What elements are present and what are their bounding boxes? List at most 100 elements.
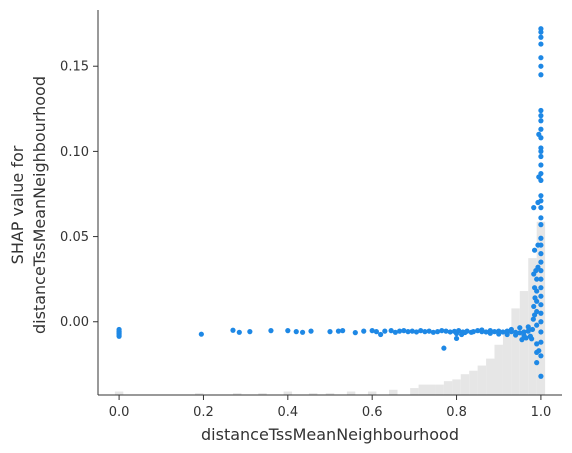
histogram-bar (427, 384, 436, 395)
data-point (405, 329, 411, 335)
data-point (538, 329, 544, 335)
data-point (538, 215, 544, 221)
data-point (236, 329, 242, 335)
x-tick-label: 0.2 (193, 405, 214, 420)
data-point (230, 327, 236, 333)
data-point (479, 327, 485, 333)
y-tick-label: 0.00 (60, 315, 89, 330)
data-point (504, 331, 510, 338)
histogram-bar (435, 384, 444, 395)
data-point (525, 328, 531, 334)
data-point (453, 330, 460, 337)
data-point (430, 329, 436, 335)
data-point (538, 26, 544, 32)
x-tick-label: 1.0 (531, 405, 552, 420)
y-tick-label: 0.15 (60, 60, 89, 75)
data-point (538, 251, 544, 257)
data-point (535, 264, 541, 270)
data-point (327, 329, 333, 335)
data-point (536, 348, 542, 354)
data-point (397, 328, 403, 334)
data-point (538, 339, 544, 345)
data-point (453, 335, 460, 342)
data-point (538, 72, 544, 78)
histogram-bar (511, 308, 520, 395)
data-point (521, 329, 527, 335)
data-point (534, 360, 540, 366)
data-point (538, 319, 544, 325)
histogram-bar (258, 393, 267, 395)
data-point (447, 329, 453, 335)
histogram-bar (410, 388, 419, 395)
data-point (470, 329, 477, 335)
histogram-bar (195, 393, 204, 395)
data-point (299, 329, 306, 335)
data-point (538, 235, 544, 241)
shap-scatter-points (116, 26, 544, 379)
histogram-bar (452, 379, 461, 395)
data-point (293, 329, 299, 335)
histogram-bar (528, 258, 537, 395)
histogram-bar (232, 393, 242, 395)
data-point (538, 126, 544, 132)
histogram-bar (519, 291, 529, 395)
data-point (538, 63, 544, 69)
data-point (517, 330, 523, 336)
y-tick-label: 0.05 (60, 230, 89, 245)
data-point (382, 328, 388, 334)
data-point (496, 331, 502, 337)
histogram-bar (308, 393, 318, 395)
histogram-bar (114, 391, 124, 395)
data-point (538, 153, 544, 160)
data-point (441, 345, 447, 351)
data-point (352, 330, 358, 336)
data-point (413, 329, 420, 335)
data-point (443, 328, 449, 334)
data-point (116, 333, 122, 339)
data-point (538, 145, 544, 151)
data-point (378, 331, 384, 338)
data-point (285, 328, 291, 334)
data-point (534, 322, 540, 328)
data-point (538, 162, 544, 168)
data-point (538, 276, 544, 282)
data-point (369, 328, 375, 334)
x-tick-label: 0.6 (362, 405, 383, 420)
data-point (340, 328, 346, 334)
data-point (538, 135, 544, 141)
data-point (538, 198, 544, 204)
data-point (538, 107, 544, 114)
data-point (529, 336, 535, 342)
data-point (459, 331, 465, 338)
data-point (530, 316, 536, 322)
data-point (517, 325, 523, 331)
data-point (361, 328, 367, 334)
data-point (538, 293, 544, 299)
feature-histogram (114, 221, 546, 395)
data-point (508, 326, 514, 333)
data-point (523, 335, 529, 341)
data-point (198, 331, 204, 337)
data-point (534, 298, 540, 304)
data-point (531, 247, 538, 253)
x-tick-label: 0.0 (109, 405, 130, 420)
histogram-bar (460, 374, 470, 395)
data-point (534, 308, 540, 315)
histogram-bar (486, 358, 495, 395)
data-point (538, 170, 544, 177)
x-tick-label: 0.4 (277, 405, 298, 420)
data-point (401, 328, 407, 334)
data-point (308, 328, 314, 334)
x-axis-ticks: 0.0 0.2 0.4 0.6 0.8 1.0 (109, 395, 552, 420)
histogram-bar (494, 344, 503, 395)
data-point (534, 276, 540, 282)
histogram-bar (346, 391, 356, 395)
data-point (483, 329, 489, 335)
data-point (388, 328, 394, 334)
data-point (538, 222, 544, 228)
histogram-bar (283, 391, 293, 395)
data-point (487, 330, 493, 336)
data-point (392, 329, 398, 335)
data-point (268, 328, 274, 334)
y-axis-label-line-2: distanceTssMeanNeighbourhood (30, 76, 49, 334)
